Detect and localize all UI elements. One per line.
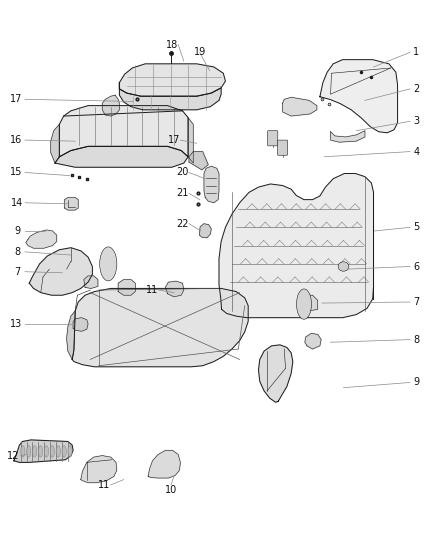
Text: 17: 17: [168, 135, 180, 145]
Polygon shape: [55, 147, 188, 167]
Text: 22: 22: [176, 219, 189, 229]
Text: 4: 4: [413, 147, 420, 157]
Ellipse shape: [338, 262, 349, 271]
Text: 14: 14: [11, 198, 23, 208]
Ellipse shape: [62, 446, 66, 457]
Polygon shape: [120, 83, 221, 110]
Polygon shape: [84, 276, 98, 288]
Ellipse shape: [39, 446, 42, 457]
Text: 8: 8: [413, 335, 420, 345]
Ellipse shape: [27, 446, 31, 457]
Text: 6: 6: [413, 262, 420, 271]
Text: 15: 15: [10, 167, 23, 177]
Polygon shape: [200, 224, 211, 238]
Text: 9: 9: [413, 377, 420, 387]
FancyBboxPatch shape: [268, 131, 278, 146]
Polygon shape: [320, 60, 398, 133]
Text: 13: 13: [10, 319, 22, 329]
Polygon shape: [51, 124, 59, 163]
Polygon shape: [81, 456, 117, 483]
Text: 10: 10: [165, 485, 177, 495]
Text: 11: 11: [146, 285, 159, 295]
Polygon shape: [331, 131, 365, 142]
Polygon shape: [283, 97, 317, 116]
Text: 9: 9: [14, 226, 20, 236]
Text: 3: 3: [413, 116, 420, 126]
Ellipse shape: [297, 289, 311, 319]
Polygon shape: [72, 288, 248, 367]
Polygon shape: [73, 318, 88, 332]
Polygon shape: [59, 106, 188, 157]
Polygon shape: [258, 345, 293, 402]
Text: 12: 12: [7, 450, 19, 461]
Polygon shape: [120, 64, 226, 96]
Text: 17: 17: [10, 94, 23, 104]
Polygon shape: [64, 198, 78, 210]
Polygon shape: [26, 230, 57, 248]
Ellipse shape: [32, 446, 37, 457]
Polygon shape: [29, 248, 92, 295]
Polygon shape: [102, 95, 120, 116]
Ellipse shape: [56, 446, 60, 457]
Polygon shape: [300, 295, 318, 311]
Ellipse shape: [100, 247, 117, 281]
Polygon shape: [148, 450, 180, 478]
Polygon shape: [14, 440, 73, 463]
Polygon shape: [118, 280, 135, 295]
FancyBboxPatch shape: [277, 140, 288, 155]
Text: 20: 20: [177, 167, 189, 177]
Polygon shape: [188, 118, 193, 163]
Text: 7: 7: [14, 266, 21, 277]
Text: 16: 16: [10, 135, 22, 145]
Text: 11: 11: [98, 480, 110, 490]
Text: 2: 2: [413, 84, 420, 94]
Polygon shape: [166, 281, 184, 297]
Text: 19: 19: [194, 47, 206, 58]
Text: 8: 8: [14, 247, 20, 257]
Polygon shape: [67, 311, 75, 359]
Ellipse shape: [21, 446, 25, 457]
Ellipse shape: [50, 446, 54, 457]
Text: 18: 18: [166, 39, 178, 50]
Text: 5: 5: [413, 222, 420, 232]
Text: 1: 1: [413, 47, 420, 58]
Polygon shape: [189, 151, 208, 170]
Ellipse shape: [44, 446, 49, 457]
Polygon shape: [305, 333, 321, 349]
Text: 21: 21: [177, 188, 189, 198]
Ellipse shape: [68, 446, 72, 457]
Polygon shape: [204, 166, 219, 203]
Polygon shape: [219, 174, 374, 318]
Text: 7: 7: [413, 297, 420, 307]
